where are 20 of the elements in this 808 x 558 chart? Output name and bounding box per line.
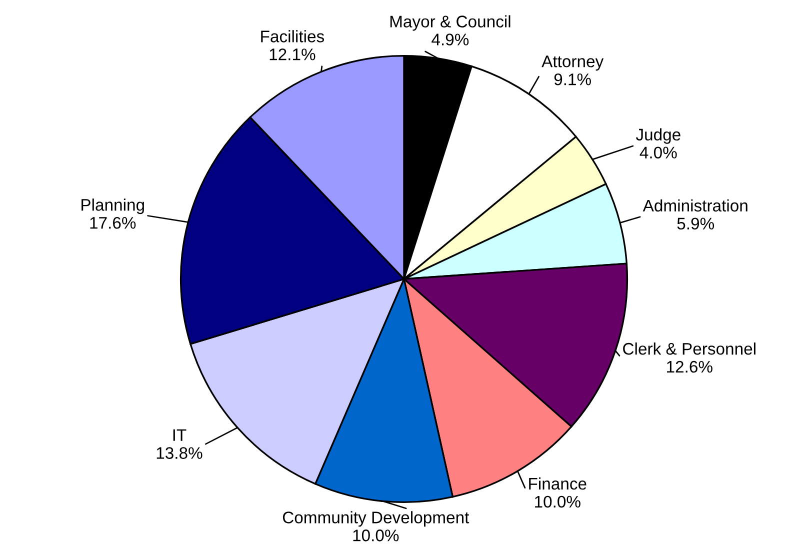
slice-label: Mayor & Council (390, 15, 510, 31)
data-label: 13.8% (156, 447, 202, 459)
slice-label: IT (173, 429, 186, 441)
data-label: 4.0% (640, 146, 677, 158)
data-label: 12.6% (667, 360, 712, 373)
slice-label: Finance (529, 477, 586, 490)
slice-label: Planning (82, 198, 144, 214)
data-label: 5.9% (677, 218, 714, 230)
slice-label: Clerk & Personnel (623, 342, 756, 355)
slice-label: Facilities (261, 30, 324, 42)
slice-label: Attorney (542, 56, 604, 71)
slice-label: Community Development (282, 511, 470, 527)
data-label: 17.6% (90, 216, 136, 229)
data-label: 10.0% (353, 530, 399, 542)
data-label: 9.1% (554, 73, 591, 86)
slice-label: Administration (642, 199, 748, 212)
slice-label: Judge (636, 128, 680, 144)
data-label: 12.1% (270, 48, 316, 60)
data-label: 10.0% (535, 496, 580, 508)
data-label: 4.9% (432, 34, 469, 46)
